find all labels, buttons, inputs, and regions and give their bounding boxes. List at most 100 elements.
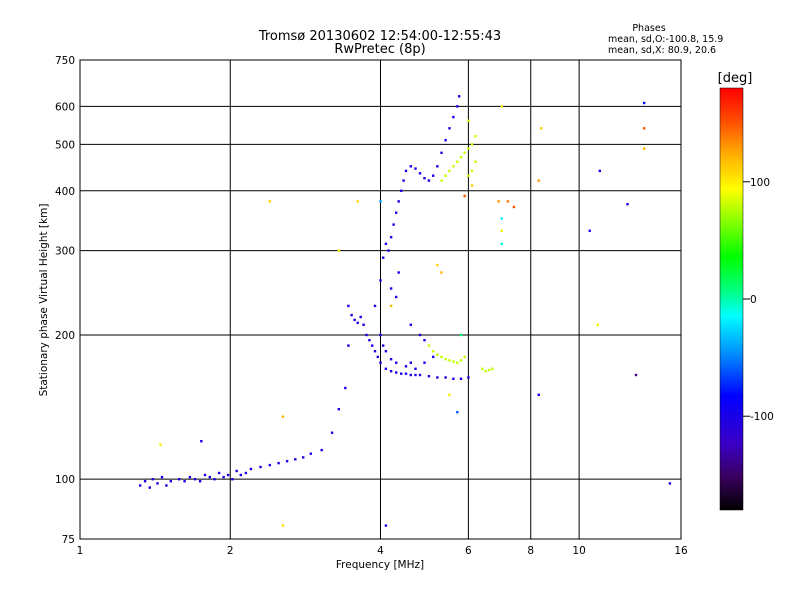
data-point (467, 376, 470, 379)
data-point (188, 475, 192, 479)
data-point (277, 461, 280, 465)
data-point (414, 167, 417, 170)
y-tick-label: 400 (55, 186, 75, 198)
x-tick-label: 10 (572, 545, 585, 557)
data-point (643, 147, 646, 150)
data-point (436, 353, 439, 356)
data-point (459, 377, 463, 380)
data-point (249, 467, 253, 471)
data-point (456, 361, 459, 364)
data-point (337, 408, 340, 411)
data-point (193, 478, 197, 481)
data-point (414, 373, 417, 377)
x-tick-label: 2 (227, 545, 234, 557)
data-point (423, 177, 426, 180)
data-point (384, 350, 388, 353)
data-point (500, 242, 503, 245)
data-point (500, 217, 503, 220)
data-point (448, 127, 451, 130)
data-point (459, 333, 463, 337)
data-point (418, 333, 422, 337)
data-point (376, 355, 379, 359)
data-point (350, 313, 353, 317)
data-point (444, 358, 447, 361)
data-point (444, 376, 447, 379)
data-point (448, 169, 451, 173)
data-point (463, 194, 466, 198)
data-point (373, 304, 377, 308)
data-point (427, 179, 431, 182)
chart-title: Tromsø 20130602 12:54:00-12:55:43 (258, 29, 501, 44)
data-point (459, 359, 463, 362)
y-tick-label: 75 (62, 534, 75, 546)
data-point (384, 524, 388, 527)
data-point (452, 165, 455, 168)
data-point (156, 482, 159, 485)
data-point (281, 415, 285, 418)
data-point (470, 184, 474, 187)
x-tick-label: 4 (377, 545, 384, 557)
data-point (452, 115, 455, 119)
data-point (467, 119, 470, 122)
data-point (440, 355, 443, 359)
data-point (440, 271, 443, 274)
data-point (481, 367, 484, 370)
data-point (459, 156, 463, 159)
data-point (418, 172, 422, 175)
data-point (373, 350, 377, 353)
data-point (448, 359, 451, 362)
data-point (356, 200, 359, 203)
data-point (402, 179, 405, 182)
data-point (470, 169, 474, 173)
data-point (467, 147, 470, 150)
data-point (359, 315, 362, 319)
data-point (389, 370, 393, 373)
stats-heading: Phases (632, 23, 665, 34)
data-point (208, 475, 211, 479)
data-point (239, 473, 242, 477)
data-point (436, 263, 439, 267)
chart-subtitle: RwPretec (8p) (334, 42, 425, 57)
data-point (384, 242, 388, 245)
data-point (626, 203, 629, 206)
colorbar-label: [deg] (718, 71, 753, 86)
data-point (395, 361, 398, 364)
y-axis-label: Stationary phase Virtual Height [km] (38, 204, 50, 397)
data-point (506, 200, 510, 203)
data-point (404, 372, 408, 375)
x-tick-label: 1 (77, 545, 84, 557)
data-point (643, 101, 646, 105)
data-point (395, 371, 398, 374)
data-point (320, 448, 323, 452)
plot-area: 1 2 4 6 8 10 16 75 100 200 300 400 500 600 750 (55, 55, 688, 557)
data-point (500, 105, 503, 108)
data-point (456, 411, 459, 414)
data-point (444, 139, 447, 142)
data-point (423, 361, 426, 364)
data-point (379, 279, 382, 282)
data-point (235, 469, 238, 473)
data-point (365, 333, 368, 337)
data-point (452, 377, 455, 380)
data-point (387, 249, 390, 252)
data-point (389, 304, 393, 308)
data-point (484, 370, 487, 373)
data-point (397, 271, 400, 274)
data-point (463, 151, 466, 154)
colorbar-gradient (719, 87, 744, 511)
data-point (448, 393, 451, 396)
data-point (491, 367, 494, 370)
data-point (213, 478, 216, 481)
data-point (281, 524, 285, 527)
data-point (409, 361, 412, 364)
data-point (151, 478, 155, 481)
data-point (444, 174, 447, 177)
data-point (400, 372, 403, 375)
x-axis-label: Frequency [MHz] (336, 559, 424, 571)
y-tick-label: 600 (55, 101, 75, 113)
data-point (540, 127, 543, 130)
data-point (379, 333, 382, 337)
data-point (440, 179, 443, 182)
data-point (379, 361, 382, 364)
data-point (409, 373, 412, 377)
